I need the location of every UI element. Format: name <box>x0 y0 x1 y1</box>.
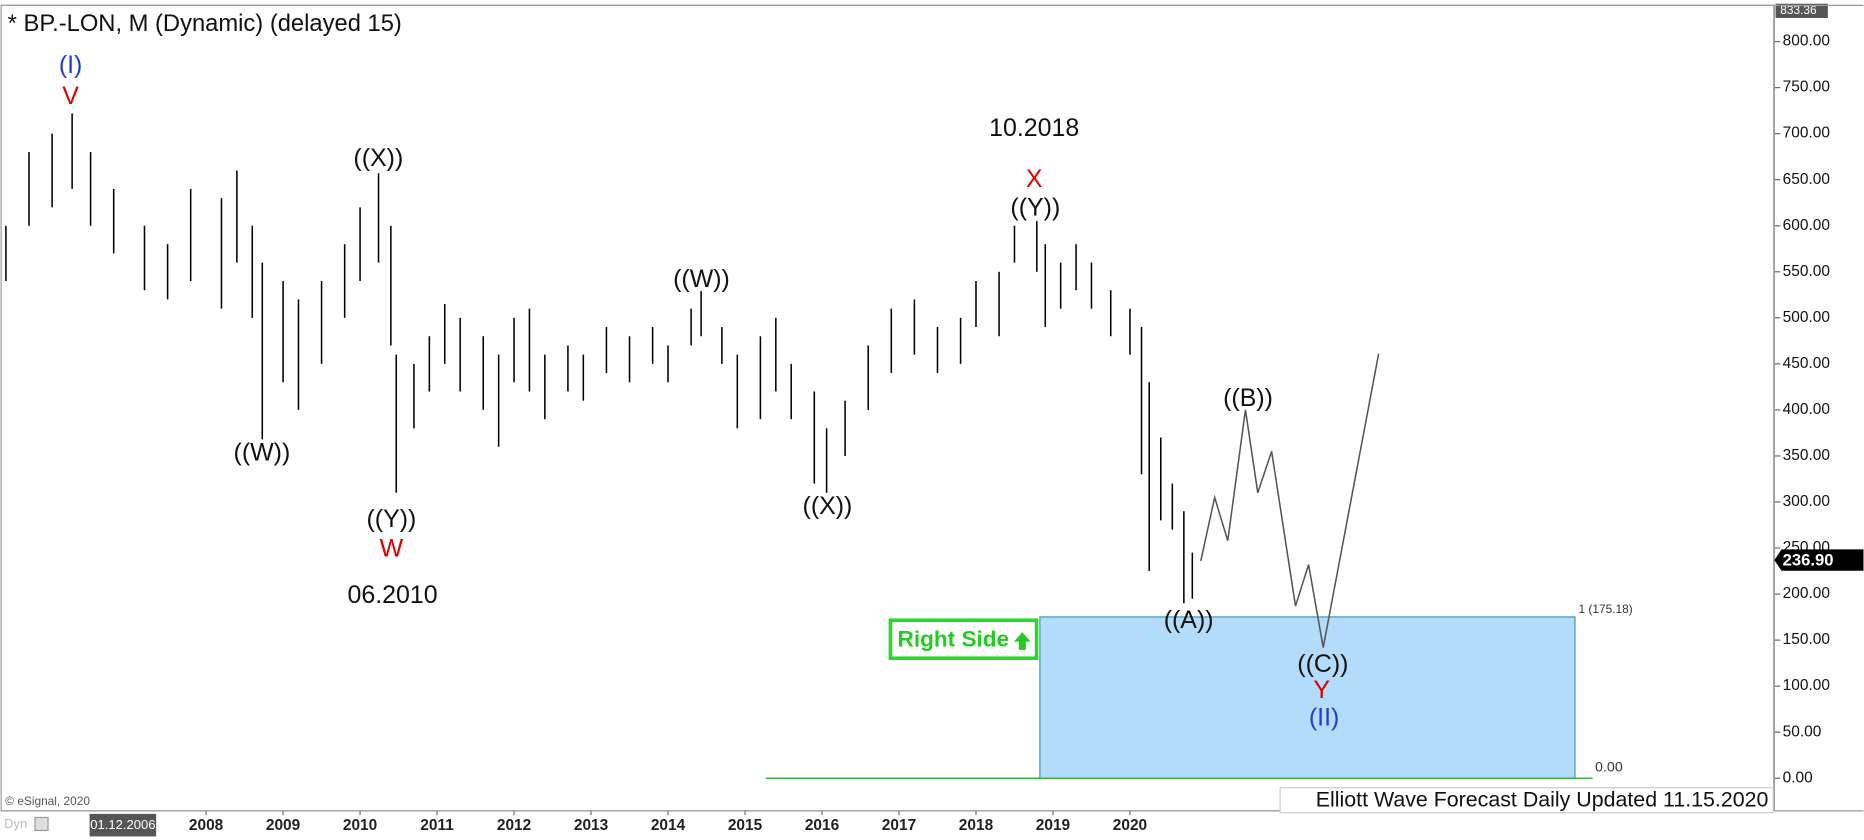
wave-label: X <box>1026 165 1043 193</box>
y-tick-label: 350.00 <box>1783 447 1830 464</box>
last-price-box <box>1774 549 1864 571</box>
footer: Elliott Wave Forecast Daily Updated 11.1… <box>1316 787 1769 811</box>
chart-title: * BP.-LON, M (Dynamic) (delayed 15) <box>8 10 402 37</box>
y-tick-label: 150.00 <box>1783 631 1830 648</box>
x-tick-label: 2008 <box>189 817 224 834</box>
y-tick-label: 700.00 <box>1783 125 1830 142</box>
wave-label: (I) <box>59 51 83 79</box>
y-tick-label: 600.00 <box>1783 217 1830 234</box>
x-tick-label: 2015 <box>728 817 763 834</box>
y-tick-label: 500.00 <box>1783 309 1830 326</box>
badge-arrow <box>1013 632 1031 650</box>
wave-label: ((Y)) <box>1010 194 1060 222</box>
x-tick-label: 2012 <box>497 817 531 834</box>
x-tick-label: 2011 <box>420 817 454 834</box>
wave-label: ((Y)) <box>366 505 416 533</box>
wave-label: ((A)) <box>1164 606 1214 634</box>
y-tick-label: 450.00 <box>1783 355 1830 372</box>
x-tick-label: 2019 <box>1036 817 1071 834</box>
wave-label: ((X)) <box>353 144 403 172</box>
last-price-label: 236.90 <box>1783 551 1834 570</box>
copyright: © eSignal, 2020 <box>5 794 90 808</box>
badge-box <box>888 618 1039 660</box>
x-tick-label: 2014 <box>651 817 686 834</box>
x-tick-label: 2016 <box>805 817 840 834</box>
forecast-path <box>1200 353 1380 648</box>
wave-label: ((C)) <box>1297 650 1348 678</box>
top-price-box <box>1775 3 1828 18</box>
x-tick-label: 2013 <box>574 817 609 834</box>
y-tick-label: 100.00 <box>1783 677 1830 694</box>
top-price-label: 833.36 <box>1780 3 1817 17</box>
x-tick-label: 2018 <box>959 817 994 834</box>
footer-box <box>1279 787 1774 814</box>
x-tick-label: 2010 <box>343 817 377 834</box>
wave-label: V <box>62 82 79 110</box>
wave-label: ((B)) <box>1223 384 1273 412</box>
zone-label: 1 (175.18) <box>1579 602 1633 616</box>
corner-label: Dyn <box>4 816 27 831</box>
y-tick-label: 200.00 <box>1783 585 1830 602</box>
x-tick-label: 2009 <box>266 817 301 834</box>
x-tick-label: 2017 <box>882 817 916 834</box>
wave-label: ((W)) <box>673 265 730 293</box>
wave-label: ((W)) <box>234 438 291 466</box>
wave-label: ((X)) <box>803 492 853 520</box>
cursor-date: 01.12.2006 <box>90 817 155 832</box>
baseline-label: 0.00 <box>1595 759 1623 775</box>
wave-label: Y <box>1313 676 1330 704</box>
y-tick-label: 0.00 <box>1783 769 1813 786</box>
badge: Right Side <box>888 618 1039 660</box>
wave-label: 10.2018 <box>989 114 1079 142</box>
wave-label: (II) <box>1309 703 1339 731</box>
wave-label: 06.2010 <box>348 581 438 609</box>
badge-text: Right Side <box>898 626 1010 651</box>
cursor-date-box <box>89 813 157 837</box>
target-zone <box>1039 616 1576 779</box>
y-tick-label: 750.00 <box>1783 79 1830 96</box>
y-tick-label: 550.00 <box>1783 263 1830 280</box>
wave-label: W <box>380 535 404 563</box>
y-tick-label: 50.00 <box>1783 723 1822 740</box>
x-tick-label: 2020 <box>1113 817 1147 834</box>
y-tick-label: 400.00 <box>1783 401 1830 418</box>
y-tick-label: 650.00 <box>1783 171 1830 188</box>
y-tick-label: 300.00 <box>1783 493 1830 510</box>
corner-icon <box>34 816 49 832</box>
y-tick-label: 800.00 <box>1783 33 1830 50</box>
